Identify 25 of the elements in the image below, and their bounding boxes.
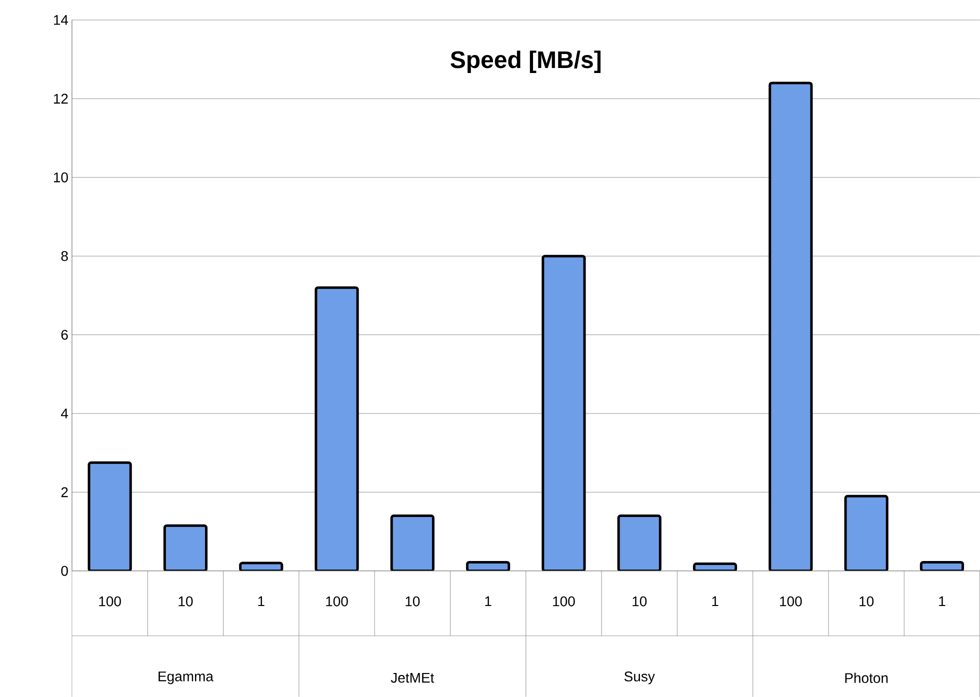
text: Susy [624, 671, 655, 684]
x-tick-label: 1 [485, 596, 492, 606]
x-tick-label: 1 [712, 596, 718, 606]
y-tick-label: 14 [54, 15, 68, 25]
x-tick-label: 10 [178, 596, 193, 606]
x-tick-label: 100 [553, 596, 575, 606]
text: JetMEt [390, 672, 434, 683]
y-tick-label: 10 [54, 172, 68, 182]
text: Egamma [158, 672, 214, 684]
x-tick-label: 100 [326, 596, 348, 606]
y-tick-label: 2 [61, 487, 68, 498]
text: Photon [845, 672, 888, 683]
x-tick-label: 10 [406, 596, 420, 606]
y-tick-label: 8 [61, 251, 68, 262]
x-tick-label: 10 [632, 596, 647, 606]
x-tick-label: 1 [258, 596, 264, 606]
x-tick-label: 10 [860, 596, 874, 606]
y-tick-label: 4 [60, 408, 68, 418]
y-tick-label: 12 [54, 94, 68, 104]
x-tick-label: 1 [939, 596, 946, 606]
x-tick-label: 100 [99, 596, 121, 606]
y-tick-label: 6 [61, 330, 68, 340]
y-tick-label: 0 [61, 566, 68, 576]
text: Speed [MB/s] [450, 50, 601, 73]
x-tick-label: 100 [780, 596, 802, 606]
